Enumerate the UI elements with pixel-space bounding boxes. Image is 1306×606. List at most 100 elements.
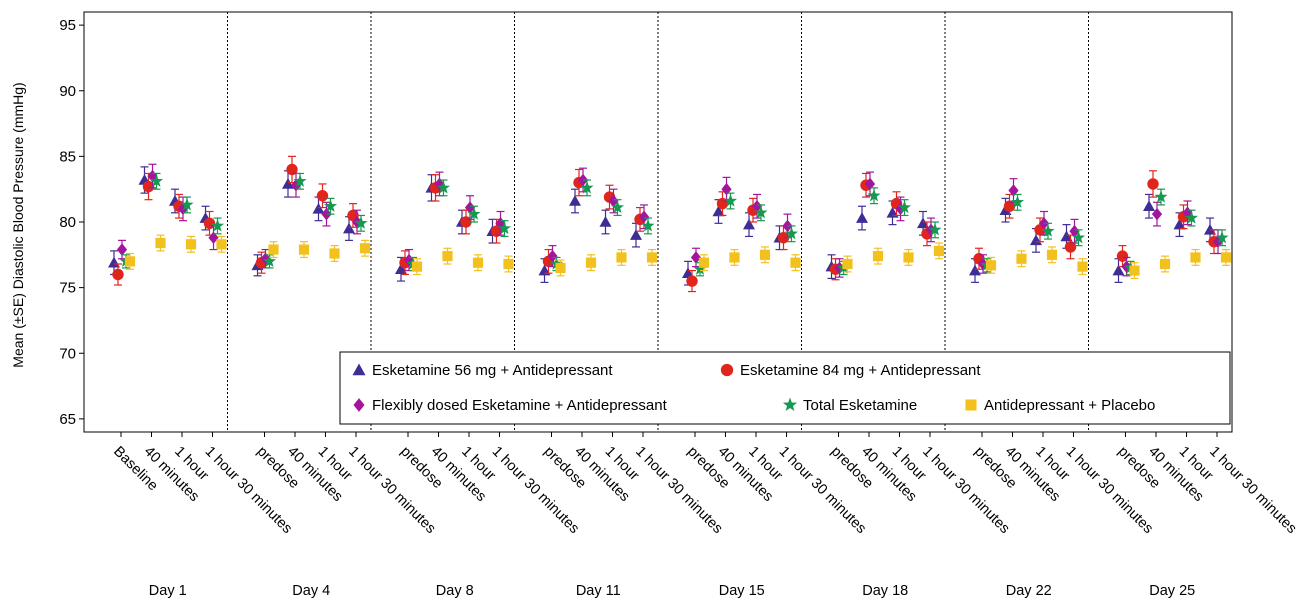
data-point	[1010, 195, 1025, 208]
legend-label: Flexibly dosed Esketamine + Antidepressa…	[372, 397, 668, 414]
data-point	[268, 244, 279, 255]
data-point	[1129, 265, 1140, 276]
data-point	[329, 248, 340, 259]
data-point	[1190, 252, 1201, 263]
data-point	[867, 188, 881, 202]
legend-marker	[353, 398, 365, 412]
data-point	[1003, 200, 1016, 212]
data-point	[436, 180, 451, 194]
legend-marker	[352, 363, 366, 376]
data-point	[1041, 224, 1055, 237]
data-point	[842, 258, 853, 270]
data-point	[555, 262, 566, 274]
x-tick-label: 1 hour 30 minutes	[776, 444, 869, 537]
data-point	[503, 258, 514, 270]
y-tick-label: 65	[59, 411, 76, 428]
data-point	[282, 177, 294, 189]
data-point	[903, 252, 914, 263]
data-point	[316, 190, 329, 202]
data-point	[1212, 235, 1224, 248]
data-point	[155, 237, 166, 249]
y-tick-label: 95	[59, 17, 76, 34]
data-point	[497, 221, 512, 235]
data-point	[323, 199, 338, 212]
series-circle	[112, 155, 1220, 293]
data-point	[1220, 252, 1232, 263]
y-tick-label: 90	[59, 83, 76, 100]
data-point	[638, 210, 650, 224]
data-point	[112, 268, 124, 281]
data-point	[682, 267, 694, 278]
data-point	[721, 182, 732, 196]
data-point	[180, 198, 194, 211]
y-tick-label: 80	[59, 214, 76, 231]
data-point	[124, 256, 136, 267]
data-point	[359, 243, 371, 254]
day-label: Day 25	[1149, 583, 1195, 599]
data-point	[1215, 230, 1229, 244]
data-point	[569, 195, 581, 206]
day-label: Day 8	[436, 583, 474, 599]
data-point	[690, 251, 702, 264]
data-point	[467, 207, 481, 220]
data-point	[790, 257, 801, 268]
data-point	[208, 231, 219, 245]
legend-label: Esketamine 56 mg + Antidepressant	[372, 362, 613, 379]
data-point	[116, 243, 128, 256]
data-point	[872, 251, 884, 262]
data-point	[608, 194, 619, 208]
data-point	[216, 239, 227, 250]
x-tick-label: 1 hour 30 minutes	[202, 444, 295, 537]
x-tick-label: 1 hour 30 minutes	[919, 444, 1012, 537]
data-point	[969, 264, 981, 276]
data-point	[1077, 261, 1088, 272]
data-point	[312, 202, 325, 214]
day-label: Day 4	[292, 583, 330, 599]
y-axis-label: Mean (±SE) Diastolic Blood Pressure (mmH…	[10, 82, 26, 367]
legend-box	[339, 351, 1231, 425]
data-point	[599, 216, 612, 227]
data-point	[580, 180, 594, 194]
x-tick-label: 1 hour 30 minutes	[1063, 444, 1156, 537]
legend-marker	[782, 397, 798, 412]
data-point	[490, 225, 503, 237]
data-point	[1143, 200, 1155, 212]
data-point	[897, 200, 912, 214]
series-triangle	[108, 166, 1216, 286]
data-point	[917, 217, 929, 229]
data-point	[585, 257, 597, 268]
data-point	[864, 177, 876, 191]
data-point	[686, 275, 698, 287]
data-point	[1008, 184, 1019, 197]
legend-label: Total Esketamine	[803, 397, 917, 414]
legend-label: Esketamine 84 mg + Antidepressant	[740, 362, 981, 379]
series-diamond	[116, 163, 1224, 278]
data-point	[1184, 211, 1199, 224]
data-point	[1147, 178, 1159, 190]
data-point	[616, 252, 627, 263]
data-point	[286, 163, 298, 176]
data-point	[1071, 230, 1086, 244]
data-point	[464, 201, 476, 214]
data-point	[751, 199, 763, 213]
legend-label: Antidepressant + Placebo	[984, 397, 1155, 414]
data-point	[1154, 190, 1168, 203]
series-square	[124, 234, 1232, 280]
day-label: Day 1	[149, 583, 187, 599]
legend-marker	[965, 399, 977, 411]
data-point	[108, 256, 120, 268]
data-point	[985, 260, 997, 271]
data-point	[856, 212, 868, 223]
series-star	[119, 172, 1229, 277]
data-point	[759, 249, 771, 260]
day-label: Day 18	[862, 583, 908, 599]
data-point	[472, 257, 484, 268]
data-point	[641, 219, 655, 232]
data-point	[743, 218, 755, 230]
x-tick-label: 1 hour 30 minutes	[345, 444, 438, 537]
data-point	[395, 263, 407, 275]
data-point	[1046, 249, 1058, 260]
day-label: Day 22	[1006, 583, 1052, 599]
data-point	[1182, 206, 1193, 220]
